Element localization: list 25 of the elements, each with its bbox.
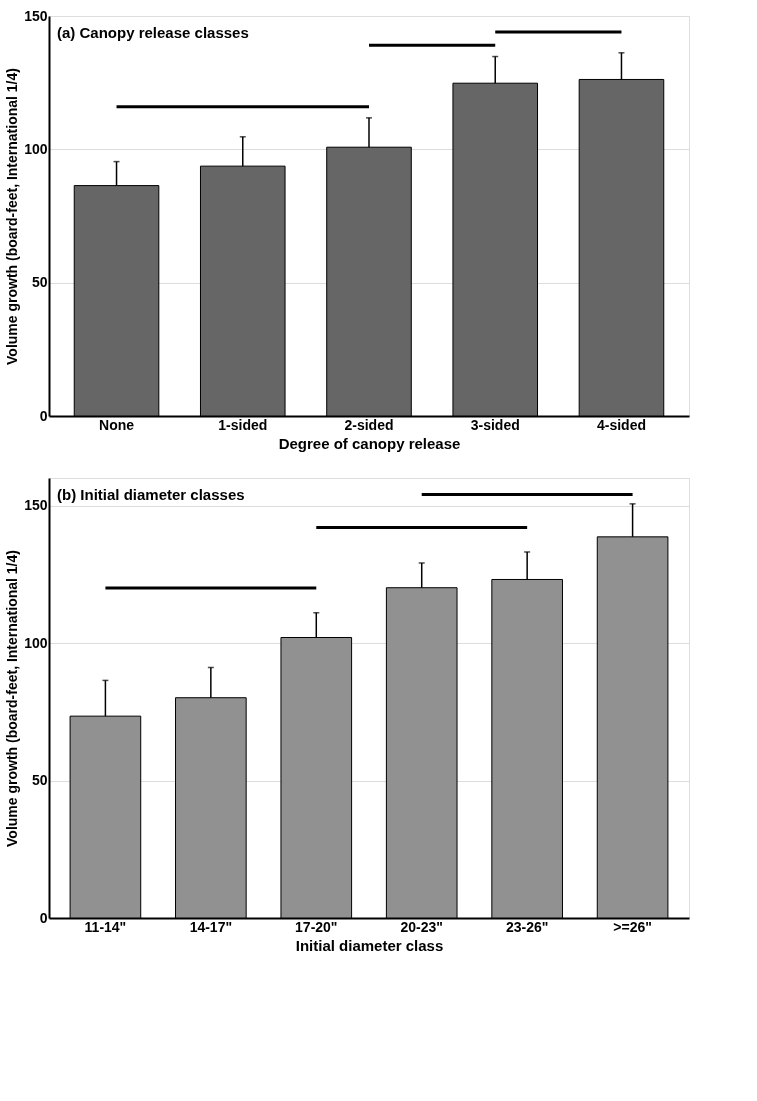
x-axis-title: Initial diameter class bbox=[295, 936, 444, 954]
text: (a) Canopy release classes bbox=[57, 24, 249, 41]
y-axis-title: Volume growth (board-feet, International 1/4) bbox=[4, 68, 21, 365]
x-tick-label: 4-sided bbox=[596, 416, 646, 433]
x-tick-label: >=26" bbox=[613, 918, 652, 935]
x-tick-label: 23-26" bbox=[505, 918, 549, 935]
y-tick-label: 0 bbox=[39, 407, 48, 424]
y-tick-label: 100 bbox=[24, 140, 48, 157]
y-tick-label: 150 bbox=[24, 497, 48, 513]
x-tick-label: 1-sided bbox=[218, 416, 268, 433]
x-axis-title: Degree of canopy release bbox=[278, 434, 461, 452]
x-tick-label: 14-17" bbox=[189, 918, 233, 935]
x-tick-label: 2-sided bbox=[344, 416, 394, 433]
y-tick-label: 50 bbox=[31, 772, 48, 788]
y-tick-label: 0 bbox=[39, 909, 48, 926]
x-tick-label: 3-sided bbox=[470, 416, 520, 433]
x-tick-label: 20-23" bbox=[400, 918, 443, 935]
y-axis-title: Volume growth (board-feet, International 1/4) bbox=[4, 550, 21, 847]
text: (b) Initial diameter classes bbox=[57, 486, 245, 503]
y-tick-label: 100 bbox=[24, 634, 48, 651]
x-tick-label: 17-20" bbox=[295, 918, 338, 935]
y-tick-label: 150 bbox=[24, 7, 48, 24]
x-tick-label: 11-14" bbox=[84, 918, 127, 935]
x-tick-label: None bbox=[99, 416, 135, 433]
y-tick-label: 50 bbox=[31, 274, 48, 291]
